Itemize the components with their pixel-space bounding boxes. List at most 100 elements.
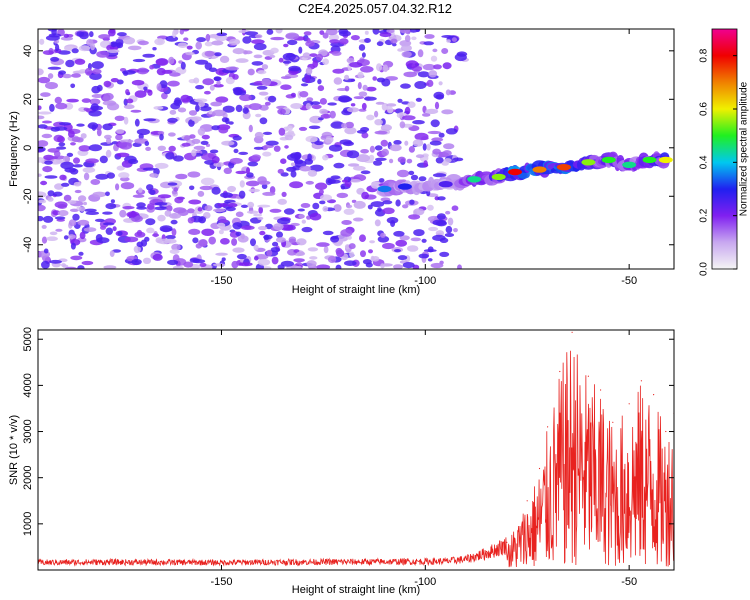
noise-cell [289, 181, 304, 189]
noise-cell [317, 85, 325, 92]
noise-cell [105, 227, 114, 235]
noise-cell [395, 199, 401, 207]
noise-cell [410, 174, 419, 181]
snr-data-point [220, 561, 223, 563]
noise-cell [235, 170, 247, 175]
noise-cell [177, 107, 187, 113]
noise-cell [341, 123, 348, 129]
noise-cell [68, 219, 77, 227]
noise-cell [198, 216, 207, 224]
noise-cell [251, 154, 261, 160]
noise-cell [242, 36, 252, 44]
noise-cell [435, 230, 445, 237]
noise-cell [293, 249, 300, 253]
noise-cell [402, 115, 416, 121]
noise-cell [215, 252, 228, 256]
noise-cell [132, 58, 146, 63]
noise-cell [82, 167, 96, 173]
noise-cell [181, 142, 191, 147]
noise-cell [222, 105, 235, 113]
noise-cell [57, 136, 65, 143]
noise-cell [285, 32, 300, 40]
noise-cell [125, 89, 130, 95]
noise-cell [409, 199, 415, 205]
noise-cell [188, 199, 202, 205]
noise-cell [189, 134, 196, 139]
noise-cell [356, 154, 370, 163]
noise-cell [333, 204, 342, 212]
noise-cell [307, 247, 319, 252]
noise-cell [171, 228, 177, 237]
noise-cell [174, 196, 184, 204]
noise-cell [305, 40, 315, 47]
noise-cell [131, 258, 142, 266]
noise-cell [65, 59, 75, 68]
noise-cell [306, 260, 317, 268]
noise-cell [374, 145, 383, 151]
noise-cell [233, 148, 239, 154]
noise-cell [146, 227, 155, 234]
noise-cell [195, 243, 202, 249]
noise-cell [290, 92, 296, 97]
noise-cell [362, 84, 368, 91]
noise-cell [418, 253, 429, 259]
noise-cell [259, 117, 268, 125]
snr-data-point [465, 557, 467, 559]
noise-cell [402, 262, 415, 269]
noise-cell [446, 39, 451, 43]
noise-cell [102, 211, 113, 215]
noise-cell [83, 107, 90, 112]
noise-cell [238, 262, 253, 267]
noise-cell [423, 41, 435, 46]
noise-cell [273, 145, 281, 152]
noise-cell [256, 85, 268, 90]
noise-cell [280, 76, 292, 80]
noise-cell [296, 251, 306, 256]
noise-cell [117, 231, 123, 236]
noise-cell [102, 222, 115, 226]
noise-cell [370, 201, 385, 208]
noise-cell [66, 98, 79, 103]
noise-cell [411, 36, 417, 41]
noise-cell [300, 203, 311, 208]
noise-cell [89, 98, 101, 105]
noise-cell [165, 235, 176, 240]
noise-cell [41, 260, 50, 269]
noise-cell [322, 32, 329, 39]
colorbar [711, 28, 738, 270]
noise-cell [54, 96, 62, 104]
snr-data-point [526, 500, 528, 502]
noise-cell [73, 181, 82, 187]
noise-cell [386, 217, 399, 224]
noise-cell [346, 57, 355, 64]
noise-cell [193, 77, 200, 84]
noise-cell [115, 183, 120, 191]
noise-cell [70, 142, 76, 146]
noise-cell [39, 38, 45, 45]
noise-cell [199, 185, 213, 191]
noise-cell [340, 229, 353, 237]
noise-cell [309, 53, 318, 57]
noise-cell [169, 109, 177, 115]
noise-cell [219, 55, 230, 64]
noise-cell [397, 255, 408, 261]
noise-cell [119, 209, 127, 218]
noise-cell [299, 91, 309, 98]
noise-cell [175, 173, 188, 180]
noise-cell [299, 165, 312, 172]
noise-cell [80, 133, 87, 139]
heatmap-cells [38, 29, 673, 269]
noise-cell [214, 52, 222, 57]
snr-data-point [98, 560, 100, 562]
noise-cell [116, 152, 130, 158]
noise-cell [248, 188, 260, 193]
noise-cell [145, 146, 152, 151]
noise-cell [377, 207, 382, 212]
noise-cell [118, 142, 133, 150]
noise-cell [83, 201, 87, 206]
noise-cell [211, 156, 220, 164]
signal-point [438, 181, 453, 188]
noise-cell [381, 148, 390, 156]
noise-cell [382, 200, 393, 205]
noise-cell [200, 177, 215, 186]
